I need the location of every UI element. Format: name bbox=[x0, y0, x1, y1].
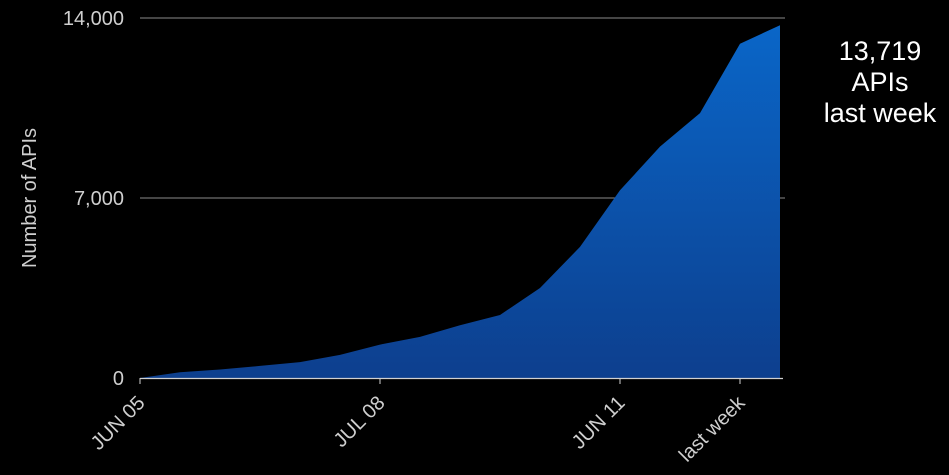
x-tick-label: JUN 11 bbox=[568, 392, 630, 454]
x-tick-label: JUN 05 bbox=[87, 392, 150, 455]
callout-period: last week bbox=[823, 98, 937, 128]
y-tick-label: 14,000 bbox=[63, 8, 124, 30]
y-tick-label: 7,000 bbox=[74, 188, 124, 210]
plot-area bbox=[140, 25, 783, 380]
callout-value: 13,719 bbox=[838, 36, 922, 66]
callout-unit: APIs bbox=[851, 67, 909, 97]
x-axis-ticks: JUN 05 JUL 08 JUN 11 last week bbox=[87, 378, 750, 466]
y-axis-label: Number of APIs bbox=[19, 128, 41, 268]
x-tick-label: last week bbox=[675, 391, 750, 466]
y-axis-ticks: 0 7,000 14,000 bbox=[63, 8, 124, 390]
x-tick-label: JUL 08 bbox=[330, 392, 390, 452]
api-count-area bbox=[140, 25, 780, 378]
latest-value-callout: 13,719 APIs last week bbox=[800, 36, 949, 129]
y-tick-label: 0 bbox=[113, 368, 124, 390]
